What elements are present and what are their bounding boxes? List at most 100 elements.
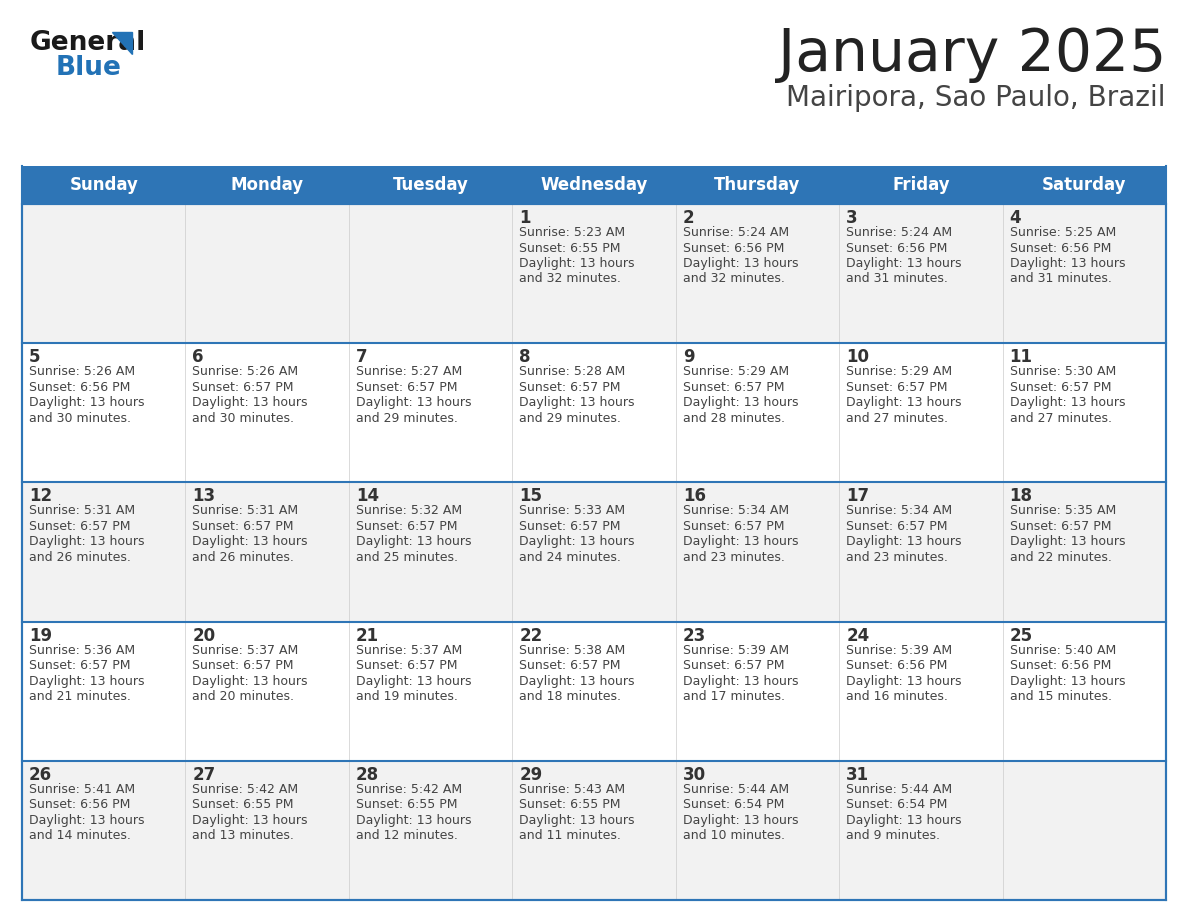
Text: Sunrise: 5:44 AM: Sunrise: 5:44 AM	[846, 783, 953, 796]
Text: 31: 31	[846, 766, 870, 784]
Text: Sunrise: 5:31 AM: Sunrise: 5:31 AM	[192, 504, 298, 518]
Text: 26: 26	[29, 766, 52, 784]
Text: Sunrise: 5:30 AM: Sunrise: 5:30 AM	[1010, 365, 1116, 378]
Text: Sunrise: 5:27 AM: Sunrise: 5:27 AM	[356, 365, 462, 378]
Text: Sunset: 6:57 PM: Sunset: 6:57 PM	[356, 659, 457, 672]
Text: Sunset: 6:57 PM: Sunset: 6:57 PM	[192, 659, 293, 672]
Text: Daylight: 13 hours: Daylight: 13 hours	[356, 675, 472, 688]
Text: and 13 minutes.: and 13 minutes.	[192, 829, 295, 843]
Text: Sunrise: 5:36 AM: Sunrise: 5:36 AM	[29, 644, 135, 656]
Text: Sunset: 6:57 PM: Sunset: 6:57 PM	[29, 659, 131, 672]
Text: Daylight: 13 hours: Daylight: 13 hours	[683, 535, 798, 548]
Text: 7: 7	[356, 348, 367, 366]
Text: Daylight: 13 hours: Daylight: 13 hours	[846, 535, 961, 548]
Text: and 22 minutes.: and 22 minutes.	[1010, 551, 1112, 564]
Text: January 2025: January 2025	[778, 26, 1165, 83]
Text: and 15 minutes.: and 15 minutes.	[1010, 690, 1112, 703]
Text: Sunrise: 5:32 AM: Sunrise: 5:32 AM	[356, 504, 462, 518]
Text: and 11 minutes.: and 11 minutes.	[519, 829, 621, 843]
Text: Sunset: 6:55 PM: Sunset: 6:55 PM	[519, 799, 621, 812]
Text: 10: 10	[846, 348, 870, 366]
Text: Sunset: 6:57 PM: Sunset: 6:57 PM	[1010, 520, 1111, 533]
Text: Daylight: 13 hours: Daylight: 13 hours	[683, 675, 798, 688]
Text: and 26 minutes.: and 26 minutes.	[29, 551, 131, 564]
Text: Daylight: 13 hours: Daylight: 13 hours	[519, 535, 634, 548]
Bar	[23, 761, 1165, 900]
Text: Sunrise: 5:39 AM: Sunrise: 5:39 AM	[683, 644, 789, 656]
Text: and 19 minutes.: and 19 minutes.	[356, 690, 457, 703]
Text: Sunrise: 5:37 AM: Sunrise: 5:37 AM	[356, 644, 462, 656]
Text: Daylight: 13 hours: Daylight: 13 hours	[356, 535, 472, 548]
Text: 18: 18	[1010, 487, 1032, 506]
Text: Daylight: 13 hours: Daylight: 13 hours	[1010, 675, 1125, 688]
Text: Sunset: 6:54 PM: Sunset: 6:54 PM	[683, 799, 784, 812]
Text: Daylight: 13 hours: Daylight: 13 hours	[1010, 397, 1125, 409]
Text: Sunday: Sunday	[69, 176, 138, 194]
Text: Sunrise: 5:43 AM: Sunrise: 5:43 AM	[519, 783, 625, 796]
Text: Sunrise: 5:26 AM: Sunrise: 5:26 AM	[192, 365, 298, 378]
Text: Sunset: 6:56 PM: Sunset: 6:56 PM	[29, 381, 131, 394]
Text: and 12 minutes.: and 12 minutes.	[356, 829, 457, 843]
Text: and 10 minutes.: and 10 minutes.	[683, 829, 785, 843]
Text: Sunrise: 5:34 AM: Sunrise: 5:34 AM	[683, 504, 789, 518]
Text: Sunset: 6:57 PM: Sunset: 6:57 PM	[29, 520, 131, 533]
Bar	[23, 166, 1165, 204]
Text: Daylight: 13 hours: Daylight: 13 hours	[683, 397, 798, 409]
Text: Sunset: 6:57 PM: Sunset: 6:57 PM	[683, 381, 784, 394]
Text: Daylight: 13 hours: Daylight: 13 hours	[519, 257, 634, 270]
Text: and 31 minutes.: and 31 minutes.	[846, 273, 948, 285]
Text: 6: 6	[192, 348, 204, 366]
Text: Sunrise: 5:41 AM: Sunrise: 5:41 AM	[29, 783, 135, 796]
Text: 13: 13	[192, 487, 215, 506]
Text: Sunrise: 5:26 AM: Sunrise: 5:26 AM	[29, 365, 135, 378]
Polygon shape	[112, 32, 132, 54]
Text: and 20 minutes.: and 20 minutes.	[192, 690, 295, 703]
Text: Sunrise: 5:33 AM: Sunrise: 5:33 AM	[519, 504, 625, 518]
Text: General: General	[30, 30, 146, 56]
Text: 4: 4	[1010, 209, 1022, 227]
Text: Sunrise: 5:42 AM: Sunrise: 5:42 AM	[192, 783, 298, 796]
Text: 17: 17	[846, 487, 870, 506]
Text: Sunrise: 5:35 AM: Sunrise: 5:35 AM	[1010, 504, 1116, 518]
Text: Mairipora, Sao Paulo, Brazil: Mairipora, Sao Paulo, Brazil	[786, 84, 1165, 112]
Text: Sunset: 6:57 PM: Sunset: 6:57 PM	[683, 520, 784, 533]
Text: Daylight: 13 hours: Daylight: 13 hours	[519, 397, 634, 409]
Bar	[23, 204, 1165, 900]
Text: Sunset: 6:56 PM: Sunset: 6:56 PM	[1010, 659, 1111, 672]
Text: and 28 minutes.: and 28 minutes.	[683, 411, 785, 425]
Bar	[23, 204, 1165, 343]
Text: Daylight: 13 hours: Daylight: 13 hours	[29, 813, 145, 827]
Text: Sunset: 6:57 PM: Sunset: 6:57 PM	[519, 520, 621, 533]
Text: and 29 minutes.: and 29 minutes.	[519, 411, 621, 425]
Text: and 18 minutes.: and 18 minutes.	[519, 690, 621, 703]
Text: Sunset: 6:57 PM: Sunset: 6:57 PM	[356, 381, 457, 394]
Text: Sunrise: 5:29 AM: Sunrise: 5:29 AM	[683, 365, 789, 378]
Text: 30: 30	[683, 766, 706, 784]
Text: Sunset: 6:57 PM: Sunset: 6:57 PM	[192, 520, 293, 533]
Text: Sunrise: 5:38 AM: Sunrise: 5:38 AM	[519, 644, 626, 656]
Text: 2: 2	[683, 209, 694, 227]
Text: Saturday: Saturday	[1042, 176, 1126, 194]
Text: Sunrise: 5:29 AM: Sunrise: 5:29 AM	[846, 365, 953, 378]
Text: Daylight: 13 hours: Daylight: 13 hours	[192, 813, 308, 827]
Text: Sunset: 6:56 PM: Sunset: 6:56 PM	[29, 799, 131, 812]
Text: Sunset: 6:57 PM: Sunset: 6:57 PM	[1010, 381, 1111, 394]
Text: Daylight: 13 hours: Daylight: 13 hours	[29, 675, 145, 688]
Text: Sunset: 6:55 PM: Sunset: 6:55 PM	[356, 799, 457, 812]
Text: Daylight: 13 hours: Daylight: 13 hours	[29, 535, 145, 548]
Text: Sunrise: 5:24 AM: Sunrise: 5:24 AM	[846, 226, 953, 239]
Text: Sunset: 6:57 PM: Sunset: 6:57 PM	[683, 659, 784, 672]
Text: and 21 minutes.: and 21 minutes.	[29, 690, 131, 703]
Text: Daylight: 13 hours: Daylight: 13 hours	[846, 675, 961, 688]
Text: Wednesday: Wednesday	[541, 176, 647, 194]
Text: and 14 minutes.: and 14 minutes.	[29, 829, 131, 843]
Text: Sunset: 6:56 PM: Sunset: 6:56 PM	[683, 241, 784, 254]
Text: and 31 minutes.: and 31 minutes.	[1010, 273, 1112, 285]
Text: 3: 3	[846, 209, 858, 227]
Text: Daylight: 13 hours: Daylight: 13 hours	[519, 813, 634, 827]
Text: and 27 minutes.: and 27 minutes.	[846, 411, 948, 425]
Text: 23: 23	[683, 627, 706, 644]
Text: Daylight: 13 hours: Daylight: 13 hours	[846, 397, 961, 409]
Text: Sunset: 6:57 PM: Sunset: 6:57 PM	[519, 659, 621, 672]
Text: Sunrise: 5:25 AM: Sunrise: 5:25 AM	[1010, 226, 1116, 239]
